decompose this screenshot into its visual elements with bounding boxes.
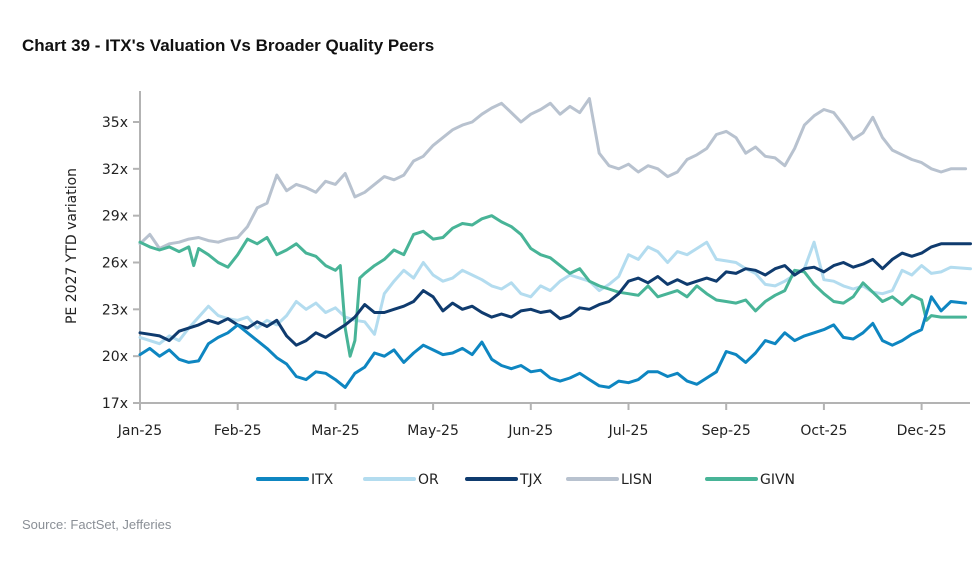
x-tick-label: Mar-25	[311, 423, 359, 439]
series-line-givn	[138, 214, 968, 358]
series-line-tjx	[138, 242, 972, 347]
x-tick-label: Dec-25	[897, 423, 947, 439]
y-axis-title: PE 2027 YTD variation	[64, 168, 80, 324]
y-tick-label: 32x	[102, 162, 128, 178]
series-line-lisn	[138, 97, 968, 250]
x-tick-label: May-25	[407, 423, 459, 439]
series-line-itx	[138, 295, 968, 389]
legend-label-or: OR	[418, 472, 439, 488]
series-layer	[138, 97, 972, 389]
y-tick-label: 26x	[102, 256, 128, 272]
legend-label-itx: ITX	[311, 472, 334, 488]
series-line-or	[138, 240, 972, 346]
chart-title: Chart 39 - ITX's Valuation Vs Broader Qu…	[22, 36, 435, 55]
axes: 17x 20x 23x 26x 29x 32x 35x Jan-25 Feb-25 Mar-25 M…	[102, 91, 970, 439]
x-tick-label: Jan-25	[117, 423, 162, 439]
legend: ITX OR TJX LISN GIVN	[256, 472, 795, 488]
source-note: Source: FactSet, Jefferies	[22, 517, 172, 532]
x-tick-label: Jul-25	[608, 423, 649, 439]
y-tick-label: 29x	[102, 209, 128, 225]
x-tick-label: Jun-25	[507, 423, 553, 439]
legend-label-tjx: TJX	[519, 472, 543, 488]
y-tick-label: 17x	[102, 396, 128, 412]
legend-label-givn: GIVN	[760, 472, 795, 488]
x-tick-label: Oct-25	[800, 423, 847, 439]
y-tick-label: 23x	[102, 302, 128, 318]
legend-label-lisn: LISN	[621, 472, 652, 488]
x-tick-label: Sep-25	[702, 423, 751, 439]
y-tick-label: 20x	[102, 349, 128, 365]
x-tick-label: Feb-25	[214, 423, 262, 439]
y-tick-label: 35x	[102, 115, 128, 131]
